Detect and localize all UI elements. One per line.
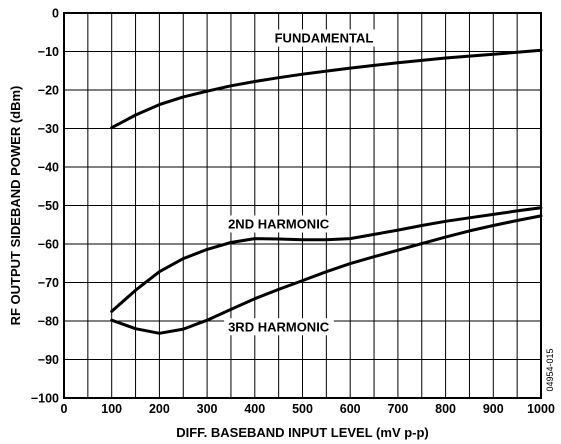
x-tick-label: 700 [387,402,408,416]
plot-frame [63,12,542,399]
x-tick-label: 900 [483,402,504,416]
y-tick-label: −30 [38,122,59,136]
tick-labels: 0 100 200 300 400 500 600 700 800 900 1000 0 −10 −20 −… [31,7,555,417]
y-tick-label: −50 [38,199,59,213]
y-tick-label: −60 [38,238,59,252]
x-tick-label: 200 [149,402,170,416]
series-line [110,48,543,130]
y-tick-label: −100 [31,392,59,406]
y-axis-label: RF OUTPUT SIDEBAND POWER (dBm) [8,86,23,326]
x-tick-label: 600 [340,402,361,416]
series-annotation: FUNDAMENTAL [270,29,378,47]
x-tick-label: 500 [292,402,313,416]
y-tick-label: −10 [38,45,59,59]
y-tick-label: −70 [38,276,59,290]
series-annotation: 3RD HARMONIC [224,318,334,336]
x-tick-label: 1000 [527,402,555,416]
chart-grid [64,13,541,398]
series-line [110,214,543,335]
annotation-background [224,215,334,233]
y-tick-label: −20 [38,84,59,98]
annotation-label: FUNDAMENTAL [275,31,374,46]
series-annotations: FUNDAMENTAL 2ND HARMONIC 3RD HARMONIC [224,29,378,336]
x-tick-label: 0 [61,402,68,416]
y-tick-label: −80 [38,315,59,329]
annotation-background [270,29,378,47]
y-tick-label: −90 [38,353,59,367]
annotation-label: 2ND HARMONIC [228,216,330,231]
y-tick-label: −40 [38,161,59,175]
series-annotation: 2ND HARMONIC [224,215,334,233]
figure-id: 04954-015 [545,348,555,391]
annotation-label: 3RD HARMONIC [228,319,330,334]
annotation-background [224,318,334,336]
y-tick-label: 0 [52,7,59,21]
x-tick-label: 100 [101,402,122,416]
x-tick-label: 300 [197,402,218,416]
x-tick-label: 400 [244,402,265,416]
series-lines [110,48,543,335]
x-axis-label: DIFF. BASEBAND INPUT LEVEL (mV p-p) [176,425,429,440]
x-tick-label: 800 [435,402,456,416]
series-line [110,206,543,313]
